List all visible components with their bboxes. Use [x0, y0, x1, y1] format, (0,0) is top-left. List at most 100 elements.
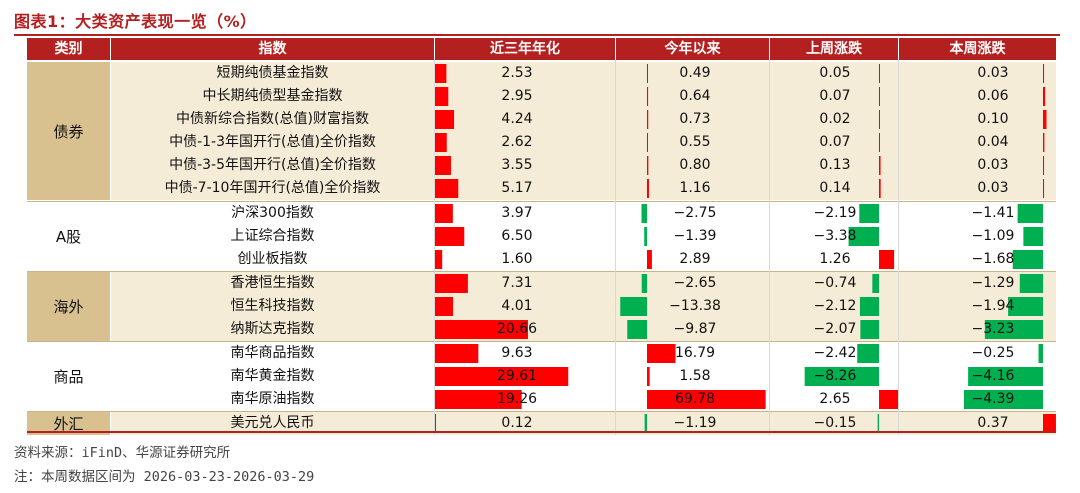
bar	[647, 367, 650, 386]
index-name: 南华黄金指数	[230, 368, 315, 384]
value-label: 4.01	[501, 298, 533, 314]
figure-title: 图表1：大类资产表现一览（%）	[14, 12, 257, 31]
value-label: −0.25	[971, 345, 1015, 361]
value-label: 0.07	[819, 134, 851, 150]
category-cell: 外汇	[27, 412, 110, 435]
bar	[435, 227, 465, 246]
bar	[647, 179, 649, 198]
value-label: 0.03	[977, 65, 1009, 81]
bar	[1043, 179, 1045, 198]
value-label: −3.38	[813, 228, 857, 244]
bar	[1043, 64, 1045, 83]
bar	[860, 320, 879, 339]
bar	[879, 64, 880, 83]
value-label: 0.10	[977, 111, 1009, 127]
value-label: −0.74	[813, 275, 857, 291]
bar	[435, 250, 443, 269]
value-label: −2.42	[813, 345, 857, 361]
bar	[879, 250, 895, 269]
bar	[1019, 274, 1043, 293]
value-label: −13.38	[669, 298, 721, 314]
category-cell: 海外	[27, 272, 110, 341]
bar	[435, 414, 436, 433]
value-label: 0.64	[679, 88, 711, 104]
table-bottom-rule	[27, 431, 1056, 433]
header-divider	[110, 38, 111, 60]
date-range-note: 注：本周数据区间为 2026-03-23-2026-03-29	[14, 469, 315, 485]
value-label: 2.62	[501, 134, 533, 150]
column-divider	[434, 60, 435, 435]
value-label: −8.26	[813, 368, 857, 384]
header-index: 指数	[258, 41, 287, 57]
value-label: 0.02	[819, 111, 851, 127]
value-label: 69.78	[674, 391, 716, 407]
value-label: 0.07	[819, 88, 851, 104]
bar	[435, 320, 528, 339]
index-name: 上证综合指数	[230, 228, 315, 244]
category-cell: 商品	[27, 342, 110, 411]
value-label: −2.65	[673, 275, 717, 291]
bar	[1008, 297, 1043, 316]
value-label: 19.26	[496, 391, 538, 407]
bar	[804, 367, 879, 386]
value-label: 16.79	[674, 345, 716, 361]
index-name: 中债新综合指数(总值)财富指数	[176, 111, 369, 127]
bar	[644, 227, 647, 246]
value-label: −0.15	[813, 415, 857, 431]
performance-table: 类别 指数 近三年年化 今年以来 上周涨跌 本周涨跌 债券 A股 海外 商品 外汇 短期纯…	[27, 38, 1056, 435]
value-label: 0.03	[977, 180, 1009, 196]
bar	[1043, 87, 1046, 106]
header-category: 类别	[54, 41, 83, 57]
value-label: −1.39	[673, 228, 717, 244]
group-divider	[27, 271, 1056, 272]
source-note: 资料来源：iFinD、华源证券研究所	[14, 445, 231, 461]
index-name: 香港恒生指数	[230, 275, 315, 291]
category-cell: A股	[27, 202, 110, 271]
bar	[963, 390, 1043, 409]
bar	[1043, 110, 1047, 129]
bar	[968, 367, 1043, 386]
index-name: 创业板指数	[237, 251, 308, 267]
bar	[435, 204, 453, 223]
index-name: 短期纯债基金指数	[216, 65, 329, 81]
header-ytd: 今年以来	[664, 41, 721, 57]
bar	[1043, 414, 1056, 433]
bar	[647, 250, 652, 269]
value-label: 1.60	[501, 251, 533, 267]
value-label: 0.37	[977, 415, 1009, 431]
bar-layer	[435, 64, 1056, 433]
bar	[647, 87, 649, 106]
bar	[859, 297, 879, 316]
column-divider	[615, 60, 616, 435]
bar	[435, 344, 479, 363]
bar	[647, 156, 649, 175]
header-divider	[434, 38, 435, 60]
bar	[1017, 204, 1043, 223]
value-label: −9.87	[673, 321, 717, 337]
bar	[859, 204, 879, 223]
value-label: 0.03	[977, 157, 1009, 173]
header-3y-annualized: 近三年年化	[490, 41, 560, 57]
index-name: 美元兑人民币	[230, 415, 315, 431]
bar	[879, 87, 880, 106]
header-last-week: 上周涨跌	[806, 41, 862, 57]
bar	[620, 297, 647, 316]
value-label: 0.14	[819, 180, 851, 196]
bar	[647, 390, 766, 409]
bar	[872, 274, 879, 293]
bar	[984, 320, 1043, 339]
group-background	[111, 412, 1056, 435]
bar	[435, 367, 569, 386]
column-divider	[898, 60, 899, 435]
bar	[647, 133, 648, 152]
value-label: −1.68	[971, 251, 1015, 267]
bar	[877, 414, 879, 433]
bar	[1038, 344, 1043, 363]
value-label: −1.94	[971, 298, 1015, 314]
value-label: −1.41	[971, 205, 1015, 221]
value-label: 6.50	[501, 228, 533, 244]
index-name: 纳斯达克指数	[230, 321, 315, 337]
value-label: 0.05	[819, 65, 851, 81]
group-divider	[27, 201, 1056, 202]
bar	[435, 274, 468, 293]
